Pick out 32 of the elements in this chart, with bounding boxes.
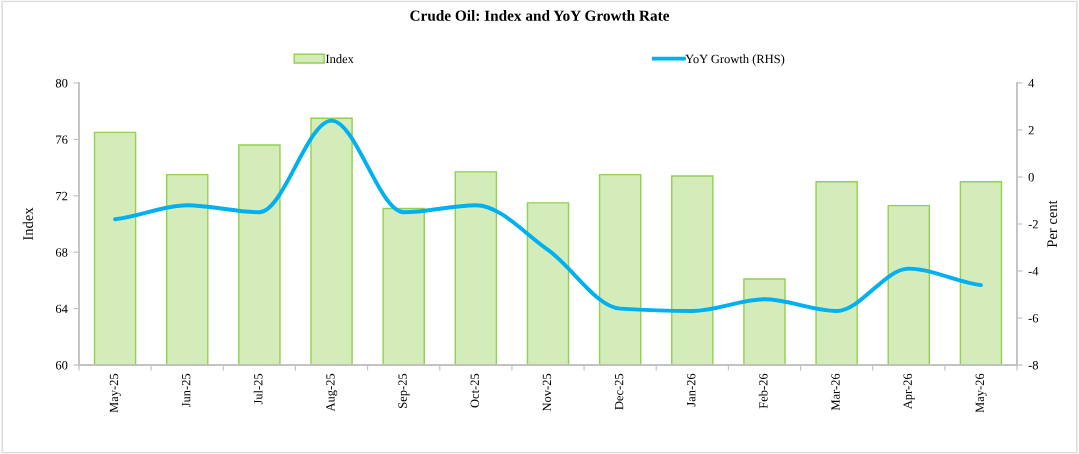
x-tick-label: Aug-25 <box>326 373 338 412</box>
x-tick-label: Oct-25 <box>470 373 479 408</box>
x-tick-label: Apr-26 <box>903 373 915 410</box>
y-tick-label: 64 <box>55 304 68 314</box>
x-tick-label: May-25 <box>109 373 121 413</box>
x-tick-label: Dec-25 <box>614 373 624 410</box>
y2-tick-label: 0 <box>1028 173 1034 182</box>
y-tick-label: 60 <box>55 361 68 370</box>
x-tick-label: Nov-25 <box>542 373 552 412</box>
x-tick-label: Mar-26 <box>831 373 840 411</box>
legend-label: Index <box>325 54 354 64</box>
y-tick-label: 76 <box>56 135 68 144</box>
chart-title: Crude Oil: Index and YoY Growth Rate <box>410 10 670 21</box>
y-tick-label: 72 <box>56 191 68 201</box>
y2-tick-label: -2 <box>1028 220 1038 229</box>
line-series <box>113 118 983 313</box>
x-tick-label: Jan-26 <box>687 373 696 407</box>
y2-tick-label: -6 <box>1028 314 1039 323</box>
x-tick-label: Sep-25 <box>398 373 410 408</box>
y2-tick-label: -4 <box>1028 267 1039 276</box>
y-axis-title: Index <box>22 207 33 241</box>
y-tick-label: 68 <box>55 248 68 257</box>
x-tick-label: Jul-25 <box>253 373 263 405</box>
x-tick-label: May-26 <box>975 373 987 413</box>
y2-tick-label: -8 <box>1028 361 1039 370</box>
y2-tick-label: 4 <box>1028 79 1035 88</box>
x-tick-label: Feb-26 <box>758 373 768 409</box>
y2-axis-title: Per cent <box>1047 200 1058 248</box>
legend-label: YoY Growth (RHS) <box>685 54 785 66</box>
x-tick-label: Jun-25 <box>181 373 191 408</box>
y-tick-label: 80 <box>55 79 68 88</box>
y2-tick-label: 2 <box>1028 126 1034 135</box>
